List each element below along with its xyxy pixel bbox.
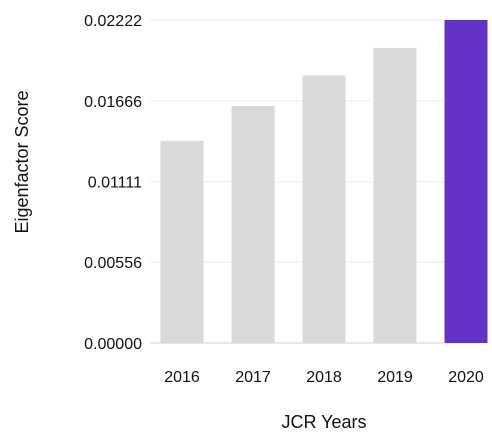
x-tick-label: 2020 <box>448 369 484 386</box>
bar-2016 <box>160 140 204 343</box>
x-axis-title: JCR Years <box>281 412 366 432</box>
x-axis-tick-labels: 2016 2017 2018 2019 2020 <box>164 369 484 386</box>
bars <box>160 20 488 344</box>
y-axis-title: Eigenfactor Score <box>12 90 32 233</box>
x-tick-label: 2016 <box>164 369 200 386</box>
x-tick-label: 2017 <box>235 369 271 386</box>
y-tick-label: 0.01111 <box>88 175 142 192</box>
x-tick-label: 2019 <box>377 369 413 386</box>
bar-2019 <box>373 47 417 343</box>
bar-2018 <box>302 75 346 344</box>
bar-2020 <box>444 20 488 343</box>
y-axis-tick-labels: 0.00000 0.00556 0.01111 0.01666 0.02222 <box>84 13 142 353</box>
y-tick-label: 0.02222 <box>84 13 142 30</box>
y-tick-label: 0.00000 <box>84 336 142 353</box>
x-tick-label: 2018 <box>306 369 342 386</box>
y-tick-label: 0.01666 <box>84 94 142 111</box>
bar-2017 <box>231 106 275 343</box>
y-tick-label: 0.00556 <box>84 255 142 272</box>
